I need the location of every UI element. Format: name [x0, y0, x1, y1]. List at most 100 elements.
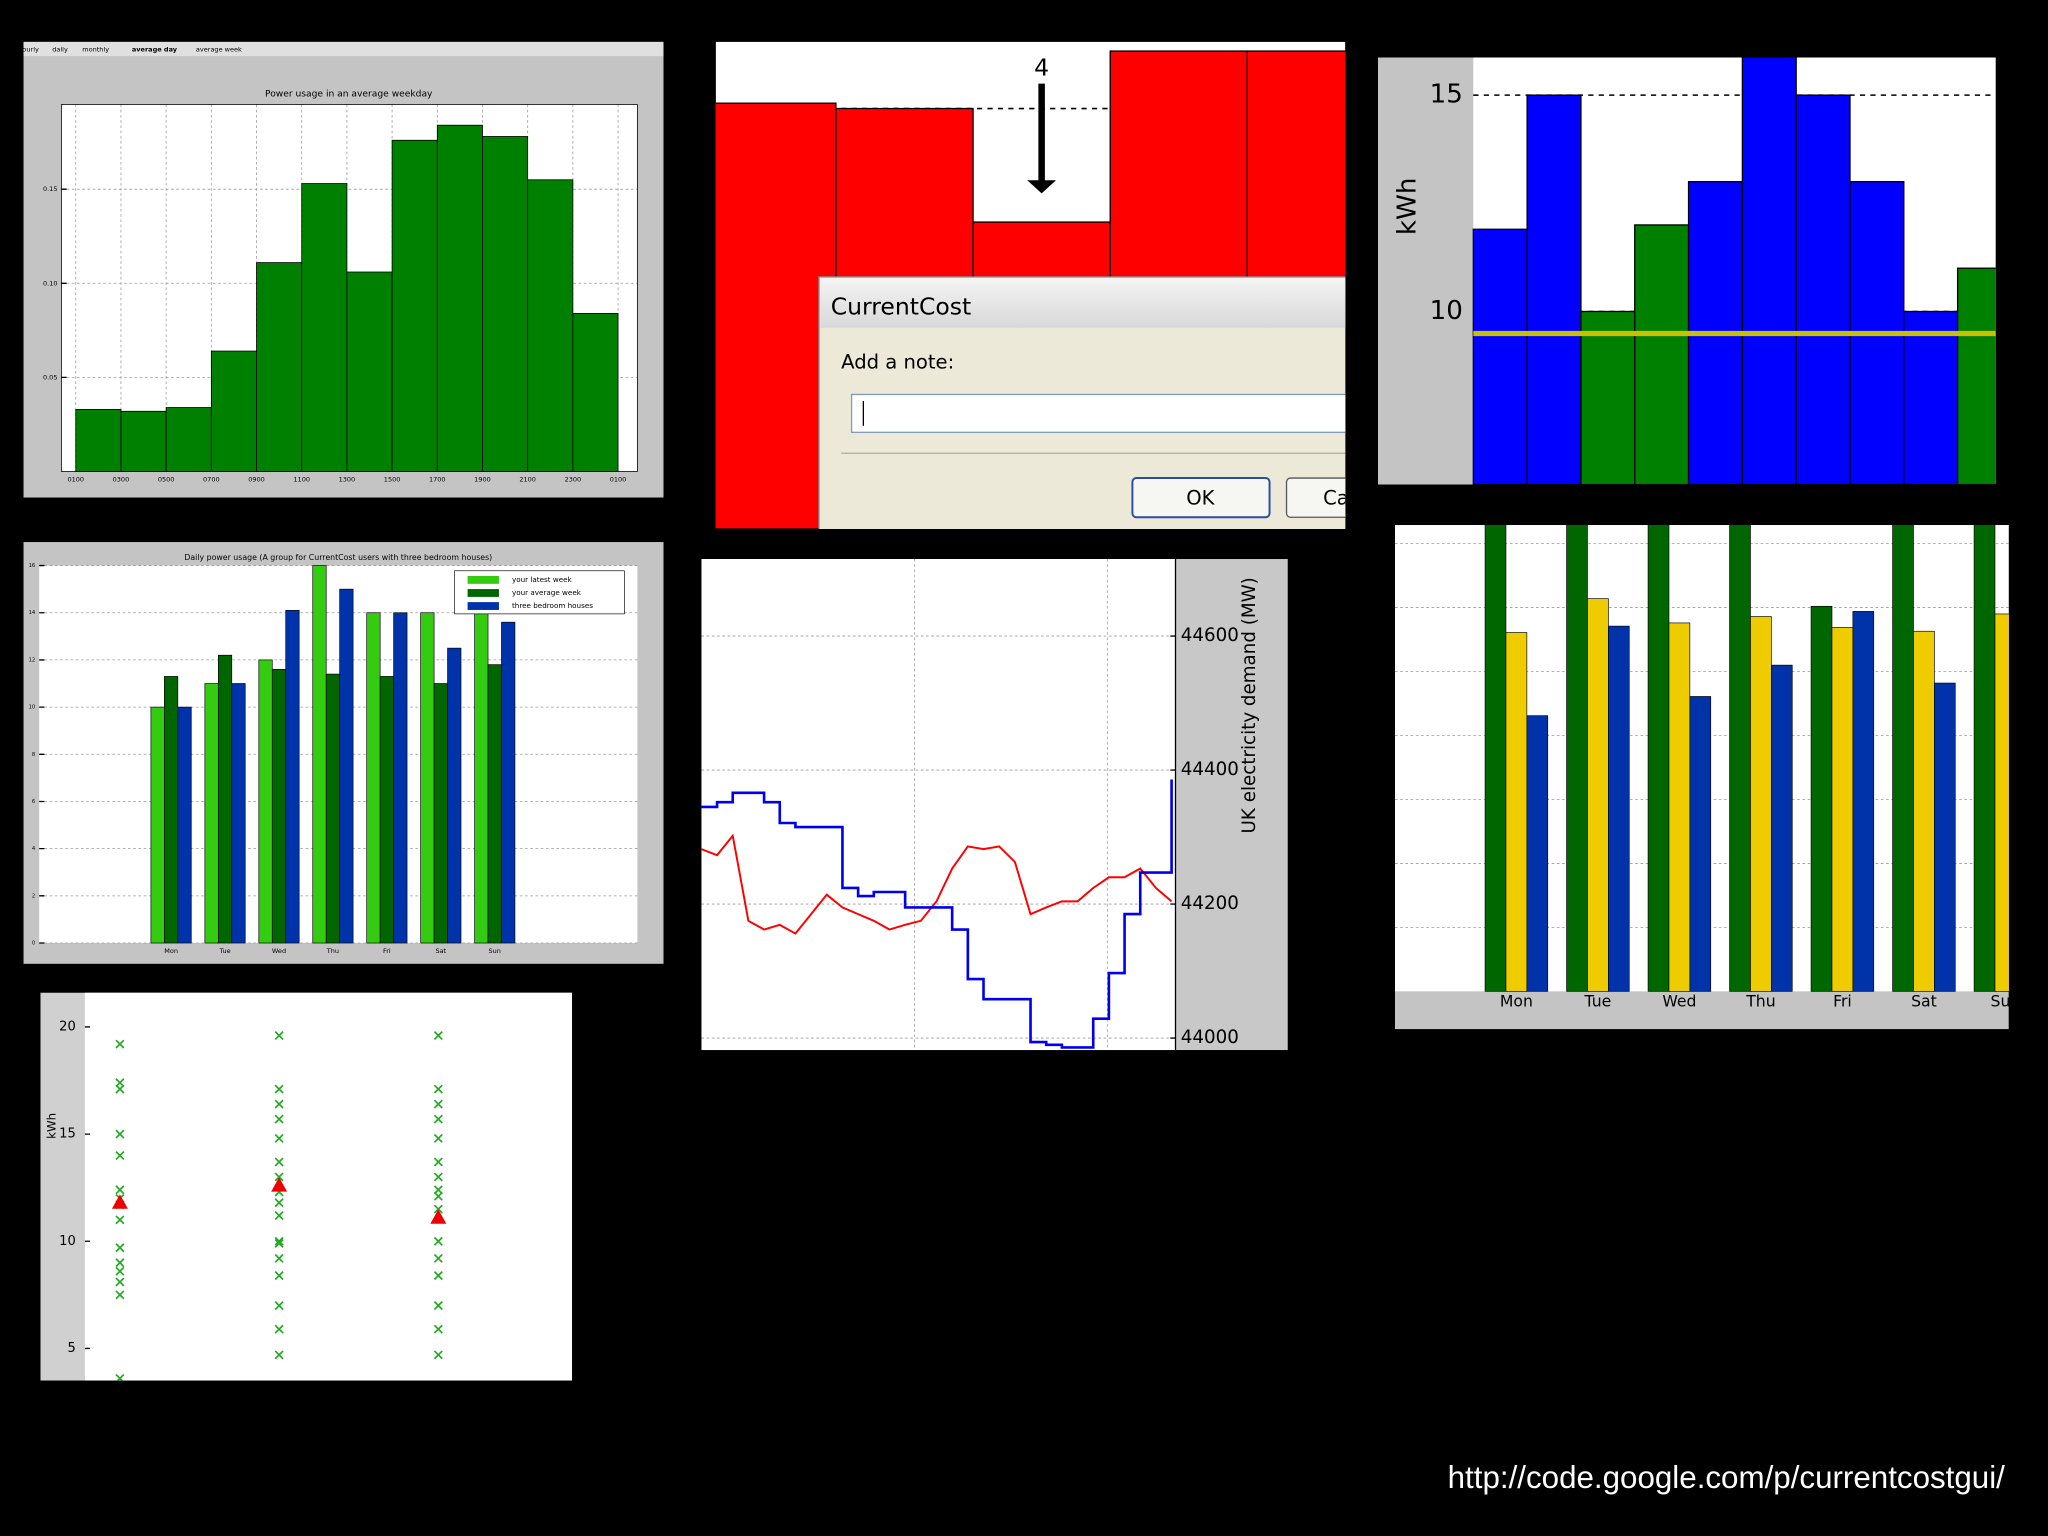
bar [285, 610, 300, 944]
tab-bar [23, 41, 664, 57]
bar [204, 683, 219, 944]
point [115, 1266, 125, 1276]
x-tick-label: Wed [272, 947, 286, 955]
point [111, 1194, 128, 1209]
y-axis-label: UK electricity demand (MW) [1239, 577, 1260, 833]
footer-url: http://code.google.com/p/currentcostgui/ [1448, 1460, 2006, 1495]
x-tick-label: Fri [383, 947, 391, 955]
bar [231, 683, 246, 944]
plot-bg [701, 559, 1176, 1051]
point [274, 1114, 284, 1124]
bar [1526, 94, 1582, 485]
bar [165, 407, 212, 472]
bar [1505, 632, 1528, 992]
x-tick-label: Sat [1911, 991, 1937, 1010]
y-tick-label: 0.10 [43, 279, 58, 287]
point [115, 1277, 125, 1287]
y-tick-label: 2 [32, 893, 35, 899]
y-tick-label: 0.05 [43, 373, 58, 381]
x-tick-label: 0500 [158, 475, 175, 483]
bar [1795, 94, 1851, 485]
tab-label: daily [52, 46, 68, 54]
point [115, 1373, 125, 1381]
y-tick-label: 8 [32, 752, 35, 758]
legend-swatch [467, 576, 499, 584]
x-tick-label: 1100 [293, 475, 310, 483]
y-axis-label: kWh [45, 1113, 59, 1139]
bar [325, 673, 340, 944]
point [433, 1084, 443, 1094]
bar [1526, 715, 1549, 992]
legend-label: your latest week [512, 575, 573, 584]
series-line [701, 779, 1173, 1049]
bar [1750, 616, 1772, 992]
cancel-button[interactable] [1285, 477, 1418, 518]
note-input[interactable] [850, 393, 1361, 433]
y-tick-label: 0.15 [43, 185, 58, 193]
bar [1852, 611, 1875, 992]
y-tick-label: 5 [67, 1341, 75, 1356]
y-tick-label: 44600 [1181, 625, 1239, 646]
legend-label: your average week [512, 588, 582, 597]
y-tick-label: 44200 [1181, 893, 1239, 914]
x-tick-label: Fri [1833, 991, 1852, 1010]
x-tick-label: 1700 [429, 475, 446, 483]
point [274, 1030, 284, 1041]
bar [1973, 525, 1996, 992]
point [115, 1129, 125, 1139]
bar [1729, 525, 1751, 992]
bar [258, 659, 273, 944]
point [433, 1133, 443, 1143]
bar [120, 410, 167, 472]
bar [572, 313, 619, 472]
point [115, 1084, 125, 1094]
y-tick-label: 0 [32, 941, 35, 947]
point [433, 1253, 443, 1263]
bar [436, 124, 483, 472]
bar [527, 179, 574, 472]
bar [1472, 228, 1528, 485]
point [433, 1204, 443, 1214]
point [274, 1172, 284, 1182]
x-tick-label: Mon [1500, 991, 1533, 1010]
ok-label: OK [1186, 486, 1215, 509]
panel-compare: 0 2 4 6 8 10 12 14 16 Daily power usage (A group … [23, 542, 664, 964]
point [115, 1290, 125, 1300]
x-tick-label: 1300 [339, 475, 356, 483]
bar [447, 647, 462, 944]
legend-swatch [467, 589, 499, 597]
x-tick-label: Sat [435, 947, 446, 955]
y-axis-label: kWh [1393, 178, 1423, 235]
bar [210, 350, 257, 472]
point [430, 1209, 447, 1224]
y-tick-label: 20 [59, 1019, 76, 1034]
point [115, 1039, 125, 1049]
ok-button[interactable] [1131, 477, 1271, 519]
dialog: CurrentCost Add a note: OK Cancel [818, 276, 1418, 529]
bar [75, 409, 122, 472]
point [274, 1236, 284, 1246]
bar [379, 676, 394, 944]
point [274, 1099, 284, 1109]
dialog-title: CurrentCost [831, 293, 972, 321]
point [274, 1253, 284, 1263]
panel-demand: 44000 44200 44400 44600 UK electricity deman… [701, 559, 1288, 1051]
chart-title: Power usage in an average weekday [265, 90, 433, 100]
x-tick-label: Tue [218, 947, 230, 955]
bar [217, 654, 233, 944]
y-tick-label: 10 [29, 705, 36, 711]
y-tick-label: 10 [1430, 296, 1463, 326]
panel-weekly: 10 15 kWh [1377, 57, 1996, 485]
bar [1934, 682, 1956, 992]
bar [1647, 525, 1670, 992]
x-tick-label: Thu [1745, 991, 1775, 1010]
bar [1913, 630, 1935, 992]
bar [474, 612, 489, 944]
x-tick-label: 1900 [474, 475, 491, 483]
point [433, 1030, 443, 1041]
bar [1484, 525, 1507, 992]
point [274, 1271, 284, 1281]
plot-bg [84, 992, 573, 1381]
bar [1668, 622, 1691, 992]
point [274, 1238, 284, 1248]
